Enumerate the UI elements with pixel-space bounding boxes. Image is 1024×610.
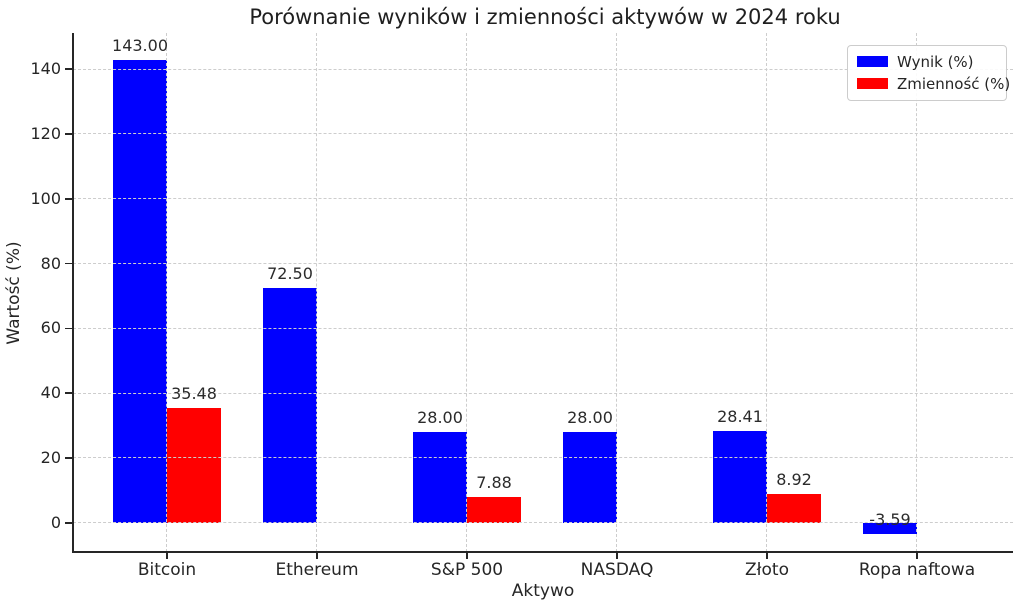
legend-swatch-zmiennosc	[857, 78, 888, 89]
bar-value-label: 143.00	[112, 35, 168, 55]
bar-value-label: 28.00	[417, 408, 463, 428]
h-gridline	[73, 327, 1013, 329]
bar-zmiennosc-bitcoin	[167, 407, 221, 523]
bar-wynik-nasdaq	[563, 432, 617, 523]
bar-wynik-z-oto	[713, 430, 767, 523]
x-tick-label: Ethereum	[275, 560, 359, 580]
chart-title: Porównanie wyników i zmienności aktywów …	[249, 5, 841, 29]
x-tick-mark	[316, 553, 318, 559]
bar-value-label: -3.59	[869, 510, 911, 530]
v-gridline	[766, 33, 768, 552]
bar-value-label: 28.00	[567, 408, 613, 428]
y-tick-label: 140	[30, 59, 61, 79]
x-tick-label: Bitcoin	[137, 560, 197, 580]
x-tick-label: Ropa naftowa	[858, 560, 976, 580]
x-tick-mark	[616, 553, 618, 559]
v-gridline	[916, 33, 918, 552]
x-tick-label: S&P 500	[430, 560, 504, 580]
x-tick-mark	[466, 553, 468, 559]
y-tick-mark	[65, 198, 73, 200]
bar-value-label: 28.41	[717, 406, 763, 426]
bar-wynik-ethereum	[263, 287, 317, 523]
x-tick-label: NASDAQ	[580, 560, 654, 580]
h-gridline	[73, 522, 1013, 524]
bar-value-label: 35.48	[171, 383, 217, 403]
h-gridline	[73, 198, 1013, 200]
bar-wynik-bitcoin	[113, 59, 167, 523]
x-tick-label: Złoto	[745, 560, 789, 580]
v-gridline	[166, 33, 168, 552]
y-tick-mark	[65, 327, 73, 330]
y-tick-mark	[65, 457, 73, 459]
x-axis-spine	[72, 551, 1013, 553]
h-gridline	[73, 392, 1013, 394]
y-tick-mark	[65, 133, 73, 135]
bar-zmiennosc-s-p-500	[467, 497, 521, 523]
legend-item-wynik: Wynik (%)	[857, 52, 996, 71]
y-tick-mark	[65, 392, 73, 395]
h-gridline	[73, 68, 1013, 70]
y-tick-label: 40	[40, 383, 61, 403]
v-gridline	[316, 33, 318, 552]
h-gridline	[73, 457, 1013, 459]
h-gridline	[73, 133, 1013, 135]
x-tick-mark	[166, 553, 168, 559]
y-axis-spine	[72, 33, 74, 553]
legend: Wynik (%) Zmienność (%)	[847, 45, 1010, 101]
y-tick-label: 20	[40, 448, 61, 468]
legend-swatch-wynik	[857, 56, 888, 67]
v-gridline	[466, 33, 468, 552]
plot-area: 0 20 40 60 80 100 120 140 Bitcoin Ethereum S&P 500…	[30, 33, 1013, 580]
x-axis-label: Aktywo	[511, 581, 575, 601]
v-gridline	[616, 33, 618, 552]
bar-value-label: 8.92	[776, 469, 812, 489]
y-tick-mark	[65, 262, 73, 265]
bar-wynik-s-p-500	[413, 432, 467, 523]
bar-zmiennosc-z-oto	[767, 493, 821, 523]
y-tick-label: 120	[30, 124, 61, 144]
legend-label-wynik: Wynik (%)	[897, 52, 974, 71]
x-tick-mark	[916, 553, 918, 559]
legend-label-zmiennosc: Zmienność (%)	[897, 74, 1011, 93]
x-tick-mark	[766, 553, 768, 559]
bar-value-label: 7.88	[476, 473, 512, 493]
bar-wynik-ropa-naftowa	[863, 522, 917, 535]
legend-item-zmiennosc: Zmienność (%)	[857, 75, 1010, 93]
y-tick-mark	[65, 522, 73, 524]
y-tick-mark	[65, 68, 73, 71]
y-tick-label: 100	[30, 188, 61, 208]
y-tick-label: 80	[40, 253, 61, 273]
y-tick-label: 60	[40, 318, 61, 338]
bar-value-label: 72.50	[267, 263, 313, 283]
h-gridline	[73, 262, 1013, 264]
y-tick-label: 0	[50, 512, 61, 532]
